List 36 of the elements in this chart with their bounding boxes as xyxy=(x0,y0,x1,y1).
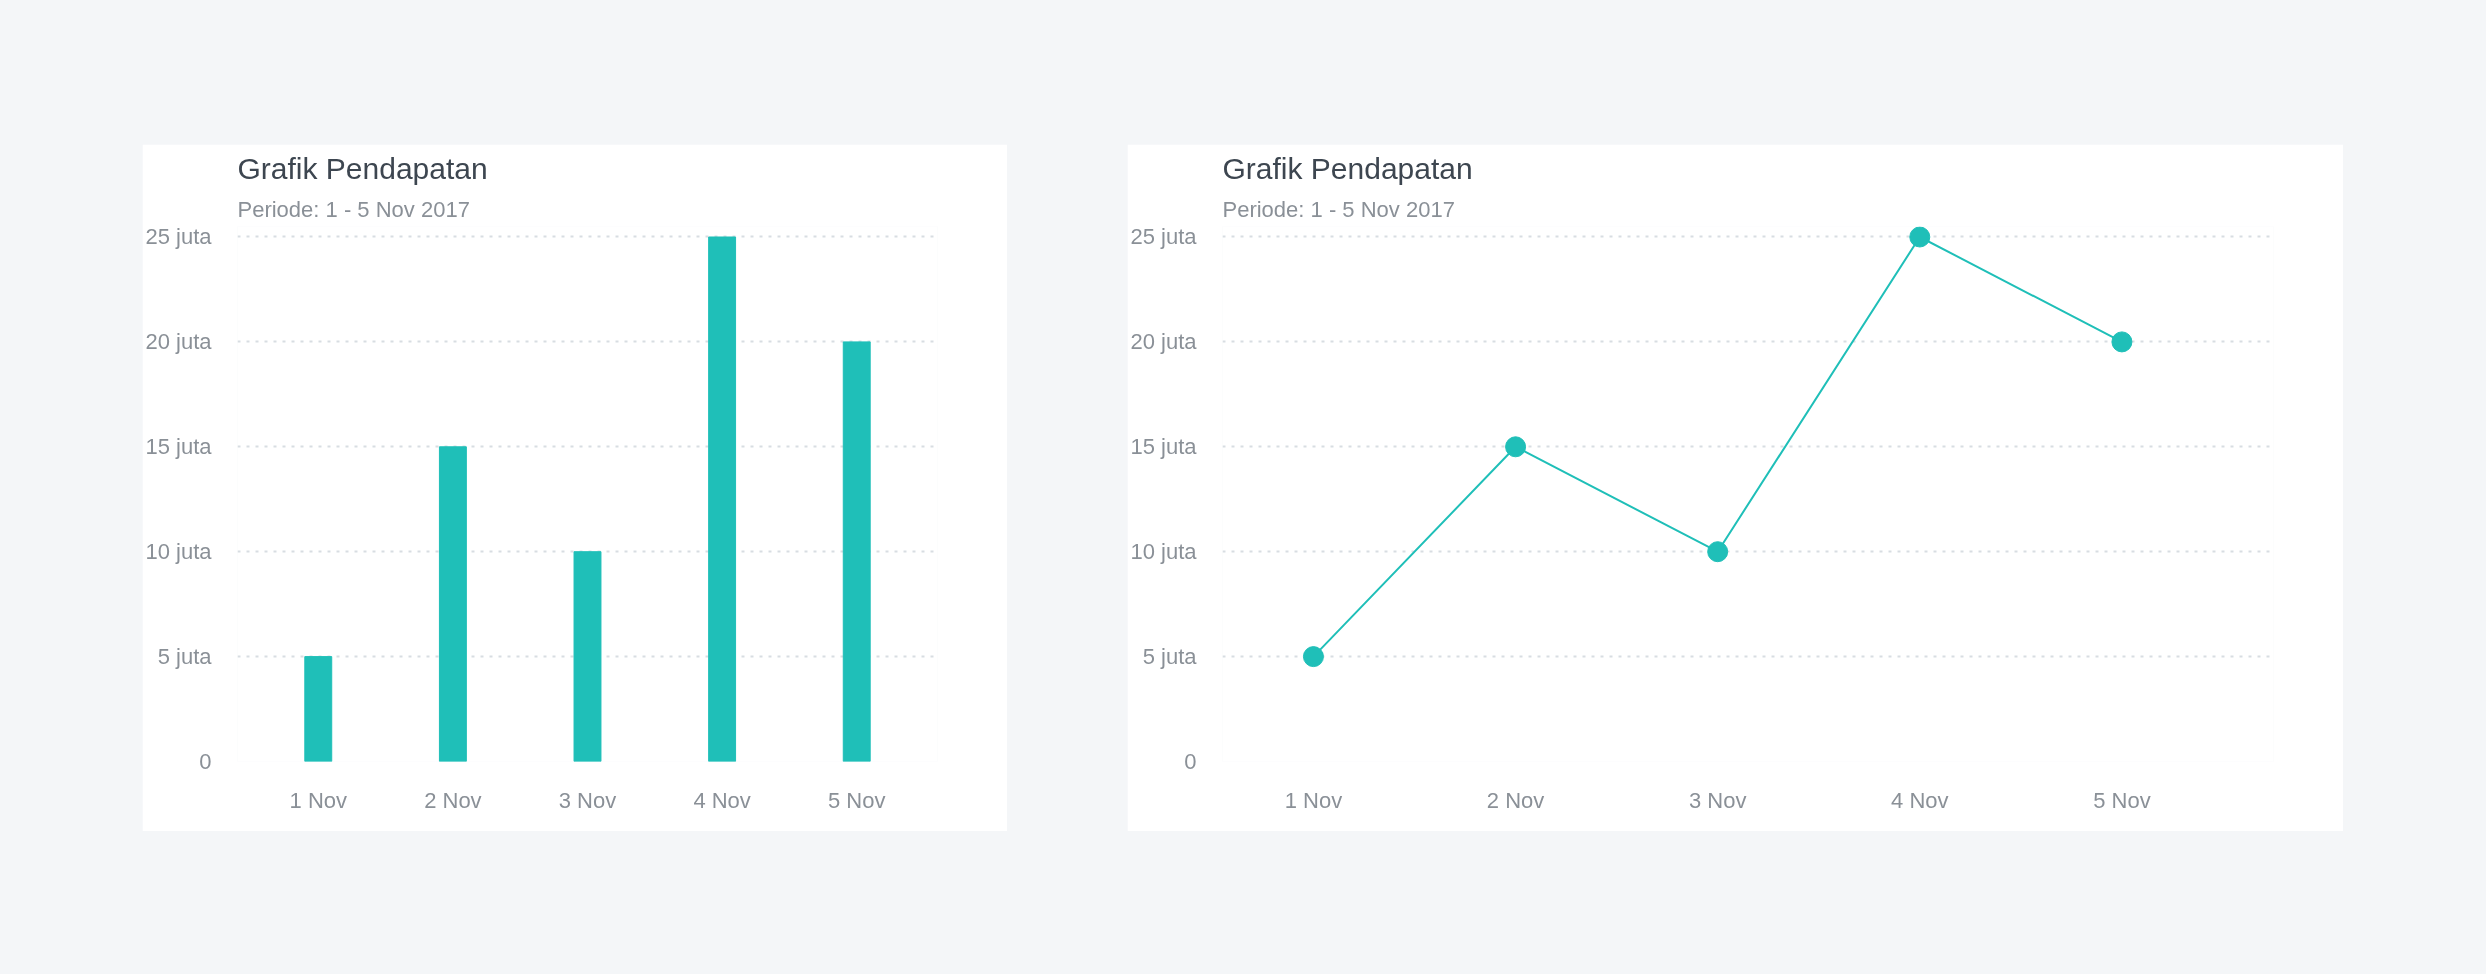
y-tick-label: 20 juta xyxy=(1130,329,1198,355)
bar xyxy=(708,236,737,762)
bar xyxy=(304,656,333,762)
y-tick-label: 10 juta xyxy=(145,539,213,565)
y-tick-label: 15 juta xyxy=(1130,434,1198,460)
y-tick-label: 5 juta xyxy=(157,644,213,670)
bar xyxy=(573,551,602,762)
x-tick-label: 1 Nov xyxy=(1284,787,1343,813)
point xyxy=(1707,541,1729,563)
x-tick-label: 2 Nov xyxy=(1486,787,1545,813)
chart-title: Grafik Pendapatan xyxy=(237,151,488,185)
chart-title: Grafik Pendapatan xyxy=(1222,151,1473,185)
x-tick-label: 2 Nov xyxy=(424,787,482,813)
x-tick-label: 1 Nov xyxy=(289,787,348,813)
y-tick-label: 15 juta xyxy=(145,434,213,460)
x-tick-label: 3 Nov xyxy=(1688,787,1747,813)
x-tick-label: 4 Nov xyxy=(1891,787,1949,813)
x-tick-label: 3 Nov xyxy=(558,787,617,813)
x-tick-label: 5 Nov xyxy=(828,787,886,813)
y-tick-label: 25 juta xyxy=(145,224,213,250)
point xyxy=(1909,226,1931,248)
point xyxy=(1302,646,1324,668)
bar xyxy=(438,446,467,762)
x-tick-label: 4 Nov xyxy=(693,787,751,813)
bar xyxy=(842,341,871,762)
chart-subtitle: Periode: 1 - 5 Nov 2017 xyxy=(237,196,470,222)
y-tick-label: 25 juta xyxy=(1130,224,1198,250)
y-tick-label: 0 xyxy=(1184,749,1197,774)
x-tick-label: 5 Nov xyxy=(2093,787,2151,813)
y-tick-label: 20 juta xyxy=(145,329,213,355)
point xyxy=(1505,436,1527,458)
y-tick-label: 10 juta xyxy=(1130,539,1198,565)
y-tick-label: 5 juta xyxy=(1142,644,1198,670)
y-tick-label: 0 xyxy=(199,749,212,774)
chart-subtitle: Periode: 1 - 5 Nov 2017 xyxy=(1222,196,1455,222)
point xyxy=(2111,331,2133,353)
